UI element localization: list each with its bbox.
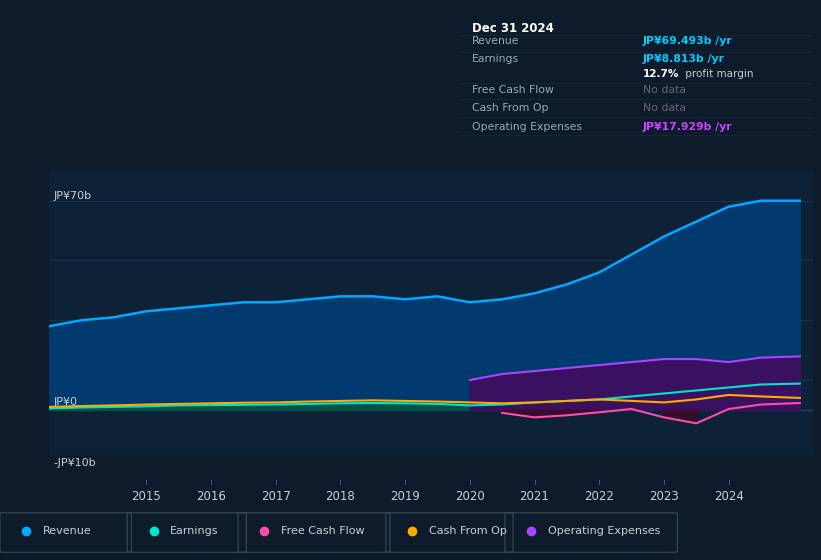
Text: 12.7%: 12.7% [643, 69, 679, 80]
Text: Revenue: Revenue [472, 36, 520, 46]
Text: 2023: 2023 [649, 490, 679, 503]
Text: 2017: 2017 [261, 490, 291, 503]
Text: No data: No data [643, 85, 686, 95]
Text: Cash From Op: Cash From Op [429, 526, 507, 536]
Text: Operating Expenses: Operating Expenses [472, 122, 582, 132]
Text: 2022: 2022 [585, 490, 614, 503]
Text: Free Cash Flow: Free Cash Flow [472, 85, 554, 95]
Text: 2021: 2021 [520, 490, 549, 503]
Text: JP¥69.493b /yr: JP¥69.493b /yr [643, 36, 732, 46]
Text: 2019: 2019 [390, 490, 420, 503]
Text: profit margin: profit margin [681, 69, 753, 80]
Text: Revenue: Revenue [43, 526, 91, 536]
Text: JP¥17.929b /yr: JP¥17.929b /yr [643, 122, 732, 132]
Text: Cash From Op: Cash From Op [472, 103, 548, 113]
Text: -JP¥10b: -JP¥10b [53, 459, 96, 469]
Text: Earnings: Earnings [472, 54, 520, 64]
Text: Operating Expenses: Operating Expenses [548, 526, 660, 536]
Text: No data: No data [643, 103, 686, 113]
Text: Free Cash Flow: Free Cash Flow [281, 526, 365, 536]
Text: Earnings: Earnings [170, 526, 218, 536]
Text: JP¥70b: JP¥70b [53, 191, 91, 200]
Text: 2018: 2018 [326, 490, 355, 503]
Text: JP¥8.813b /yr: JP¥8.813b /yr [643, 54, 725, 64]
Text: Dec 31 2024: Dec 31 2024 [472, 22, 554, 35]
Text: 2020: 2020 [455, 490, 484, 503]
Text: JP¥0: JP¥0 [53, 397, 77, 407]
Text: 2024: 2024 [713, 490, 744, 503]
Text: 2016: 2016 [196, 490, 226, 503]
Text: 2015: 2015 [131, 490, 161, 503]
